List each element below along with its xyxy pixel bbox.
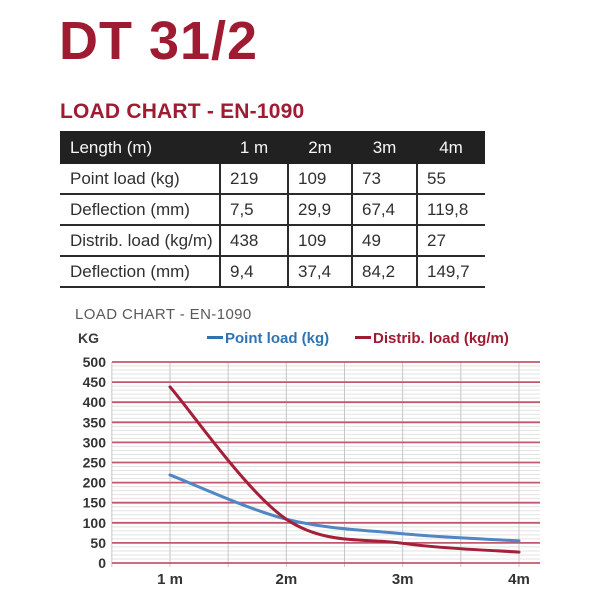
load-chart-plot: 0 50 100 150 200 250 300 350 400 450 500 1 m 2m 3m 4m bbox=[83, 354, 540, 588]
y-tick-label: 50 bbox=[90, 535, 106, 551]
table-cell: 438 bbox=[219, 225, 288, 257]
row-label-distrib-load: Distrib. load (kg/m) bbox=[60, 225, 220, 257]
legend-item-point-load: Point load (kg) bbox=[207, 330, 329, 347]
table-header-4m: 4m bbox=[417, 131, 485, 164]
y-tick-label: 150 bbox=[83, 495, 107, 511]
table-cell: 219 bbox=[219, 164, 288, 195]
x-tick-label: 4m bbox=[508, 571, 530, 588]
table-cell: 149,7 bbox=[416, 256, 485, 288]
table-cell: 9,4 bbox=[219, 256, 288, 288]
row-label-deflection-2: Deflection (mm) bbox=[60, 256, 220, 288]
table-cell: 29,9 bbox=[287, 194, 352, 226]
table-row: Point load (kg) 219 109 73 55 bbox=[60, 164, 485, 195]
y-tick-label: 200 bbox=[83, 475, 107, 491]
chart-subtitle: LOAD CHART - EN-1090 bbox=[75, 306, 252, 323]
row-label-deflection-1: Deflection (mm) bbox=[60, 194, 220, 226]
y-tick-label: 0 bbox=[98, 555, 106, 571]
table-cell: 84,2 bbox=[351, 256, 417, 288]
table-row: Deflection (mm) 7,5 29,9 67,4 119,8 bbox=[60, 194, 485, 226]
x-tick-label: 2m bbox=[275, 571, 297, 588]
table-header-row: Length (m) 1 m 2m 3m 4m bbox=[60, 131, 485, 164]
y-tick-label: 350 bbox=[83, 414, 107, 430]
point-load-line-swatch-icon bbox=[207, 335, 223, 339]
table-cell: 109 bbox=[287, 225, 352, 257]
table-cell: 109 bbox=[287, 164, 352, 195]
series-line-distrib-load bbox=[168, 385, 521, 554]
table-cell: 7,5 bbox=[219, 194, 288, 226]
table-row: Deflection (mm) 9,4 37,4 84,2 149,7 bbox=[60, 256, 485, 288]
table-header-length: Length (m) bbox=[60, 131, 220, 164]
table-header-1m: 1 m bbox=[220, 131, 288, 164]
row-label-point-load: Point load (kg) bbox=[60, 164, 220, 195]
table-cell: 73 bbox=[351, 164, 417, 195]
x-tick-label: 1 m bbox=[157, 571, 183, 588]
table-cell: 119,8 bbox=[416, 194, 485, 226]
page-title: DT 31/2 bbox=[59, 11, 259, 71]
y-tick-label: 500 bbox=[83, 354, 107, 370]
legend-label-point-load: Point load (kg) bbox=[225, 330, 330, 347]
table-row: Distrib. load (kg/m) 438 109 49 27 bbox=[60, 225, 485, 257]
x-tick-label: 3m bbox=[392, 571, 414, 588]
distrib-load-line-swatch-icon bbox=[355, 335, 371, 339]
table-cell: 37,4 bbox=[287, 256, 352, 288]
y-tick-label: 400 bbox=[83, 394, 107, 410]
section-heading: LOAD CHART - EN-1090 bbox=[60, 100, 305, 123]
legend-label-distrib-load: Distrib. load (kg/m) bbox=[373, 330, 509, 347]
table-cell: 55 bbox=[416, 164, 485, 195]
table-cell: 27 bbox=[416, 225, 485, 257]
y-tick-label: 300 bbox=[83, 434, 107, 450]
y-tick-label: 450 bbox=[83, 374, 107, 390]
table-header-2m: 2m bbox=[288, 131, 352, 164]
table-header-3m: 3m bbox=[352, 131, 417, 164]
y-axis-unit-label: KG bbox=[78, 330, 99, 346]
series-line-point-load bbox=[168, 473, 521, 543]
table-cell: 49 bbox=[351, 225, 417, 257]
table-cell: 67,4 bbox=[351, 194, 417, 226]
load-table: Length (m) 1 m 2m 3m 4m Point load (kg) … bbox=[60, 131, 485, 288]
y-tick-label: 250 bbox=[83, 455, 107, 471]
legend-item-distrib-load: Distrib. load (kg/m) bbox=[355, 330, 509, 347]
y-tick-label: 100 bbox=[83, 515, 107, 531]
